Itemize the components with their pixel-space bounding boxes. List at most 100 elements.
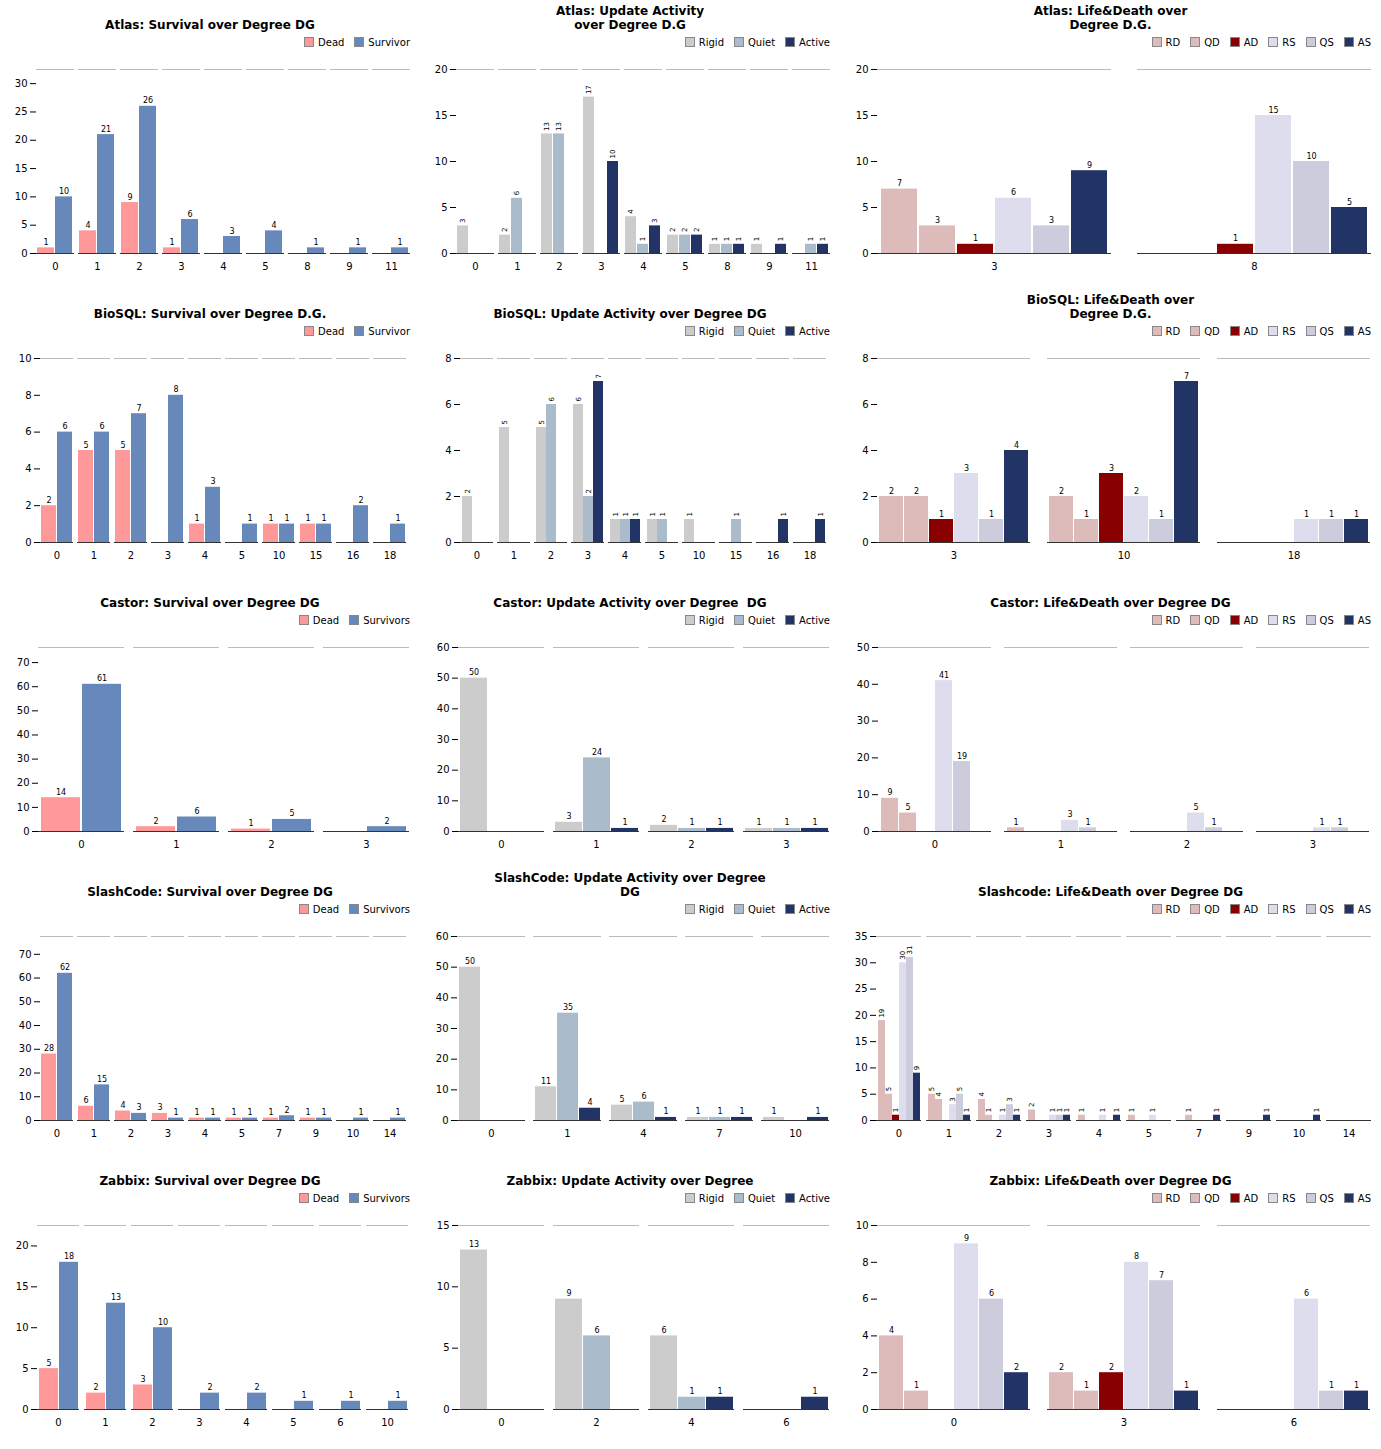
svg-text:30: 30 [855, 957, 868, 968]
svg-text:2: 2 [585, 489, 593, 493]
svg-text:1: 1 [1354, 1381, 1359, 1390]
svg-text:2: 2 [501, 228, 509, 232]
svg-text:1: 1 [395, 514, 400, 523]
svg-text:4: 4 [978, 1091, 986, 1096]
svg-text:15: 15 [15, 163, 28, 174]
svg-text:1: 1 [1099, 1108, 1107, 1112]
svg-text:5: 5 [83, 441, 88, 450]
svg-text:4: 4 [862, 445, 868, 456]
svg-text:10: 10 [273, 550, 286, 561]
svg-text:9: 9 [1087, 161, 1092, 170]
svg-text:70: 70 [17, 657, 30, 668]
svg-text:2: 2 [136, 261, 142, 272]
svg-text:6: 6 [337, 1417, 343, 1428]
svg-text:5: 5 [46, 1359, 51, 1368]
svg-text:40: 40 [19, 1020, 32, 1031]
svg-text:0: 0 [951, 1417, 957, 1428]
svg-text:20: 20 [856, 64, 869, 75]
svg-text:1: 1 [622, 512, 630, 516]
svg-text:6: 6 [83, 1096, 88, 1105]
svg-text:1: 1 [695, 1107, 700, 1116]
svg-text:5: 5 [239, 1128, 245, 1139]
svg-text:1: 1 [711, 237, 719, 241]
svg-text:10: 10 [16, 1322, 29, 1333]
svg-text:1: 1 [717, 1107, 722, 1116]
svg-text:50: 50 [469, 668, 479, 677]
svg-text:1: 1 [1263, 1108, 1271, 1112]
svg-text:24: 24 [592, 748, 602, 757]
svg-text:3: 3 [951, 550, 957, 561]
svg-text:1: 1 [102, 1417, 108, 1428]
svg-text:5: 5 [861, 1088, 867, 1099]
svg-text:1: 1 [1313, 1108, 1321, 1112]
svg-text:10: 10 [1306, 152, 1316, 161]
svg-text:10: 10 [59, 187, 69, 196]
svg-text:0: 0 [896, 1128, 902, 1139]
svg-text:3: 3 [229, 227, 234, 236]
svg-text:61: 61 [97, 674, 107, 683]
svg-text:26: 26 [143, 96, 153, 105]
svg-text:2: 2 [46, 496, 51, 505]
svg-text:9: 9 [766, 261, 772, 272]
svg-text:2: 2 [284, 1106, 289, 1115]
svg-text:6: 6 [783, 1417, 789, 1428]
svg-text:0: 0 [25, 537, 31, 548]
svg-text:1: 1 [564, 1128, 570, 1139]
svg-text:1: 1 [305, 1108, 310, 1117]
svg-text:20: 20 [437, 764, 450, 775]
svg-text:2: 2 [1059, 487, 1064, 496]
svg-text:0: 0 [54, 1128, 60, 1139]
svg-text:13: 13 [111, 1293, 121, 1302]
svg-text:3: 3 [949, 1097, 957, 1101]
svg-text:1: 1 [999, 1108, 1007, 1112]
svg-text:5: 5 [1146, 1128, 1152, 1139]
svg-text:2: 2 [862, 1367, 868, 1378]
svg-text:5: 5 [262, 261, 268, 272]
svg-text:20: 20 [436, 1053, 449, 1064]
svg-text:4: 4 [627, 209, 635, 214]
svg-text:4: 4 [688, 1417, 694, 1428]
svg-text:7: 7 [1184, 372, 1189, 381]
svg-text:3: 3 [157, 1103, 162, 1112]
svg-text:0: 0 [22, 1404, 28, 1415]
svg-text:6: 6 [862, 1293, 868, 1304]
svg-text:30: 30 [436, 1023, 449, 1034]
svg-text:18: 18 [804, 550, 817, 561]
svg-text:2: 2 [464, 489, 472, 493]
svg-text:11: 11 [541, 1077, 551, 1086]
svg-text:41: 41 [939, 671, 949, 680]
svg-text:15: 15 [435, 110, 448, 121]
svg-text:17: 17 [585, 85, 593, 94]
svg-text:2: 2 [1184, 839, 1190, 850]
svg-text:1: 1 [268, 1108, 273, 1117]
svg-text:1: 1 [301, 1391, 306, 1400]
svg-text:1: 1 [1213, 1108, 1221, 1112]
svg-text:2: 2 [996, 1128, 1002, 1139]
svg-text:21: 21 [101, 125, 111, 134]
svg-text:10: 10 [1118, 550, 1131, 561]
svg-text:3: 3 [585, 550, 591, 561]
svg-text:2: 2 [681, 228, 689, 232]
svg-text:1: 1 [1085, 818, 1090, 827]
svg-text:35: 35 [563, 1003, 573, 1012]
svg-text:1: 1 [963, 1108, 971, 1112]
svg-text:13: 13 [469, 1240, 479, 1249]
svg-text:3: 3 [783, 839, 789, 850]
svg-text:1: 1 [284, 514, 289, 523]
svg-text:10: 10 [1293, 1128, 1306, 1139]
svg-text:4: 4 [202, 1128, 208, 1139]
svg-text:8: 8 [304, 261, 310, 272]
svg-text:2: 2 [384, 817, 389, 826]
svg-text:1: 1 [1329, 510, 1334, 519]
svg-text:1: 1 [395, 1108, 400, 1117]
svg-text:3: 3 [363, 839, 369, 850]
svg-text:8: 8 [25, 390, 31, 401]
svg-text:4: 4 [220, 261, 226, 272]
svg-text:50: 50 [17, 705, 30, 716]
svg-text:6: 6 [661, 1326, 666, 1335]
svg-text:15: 15 [16, 1281, 29, 1292]
svg-text:2: 2 [693, 228, 701, 232]
svg-text:1: 1 [1329, 1381, 1334, 1390]
svg-text:3: 3 [566, 812, 571, 821]
svg-text:31: 31 [906, 946, 914, 955]
